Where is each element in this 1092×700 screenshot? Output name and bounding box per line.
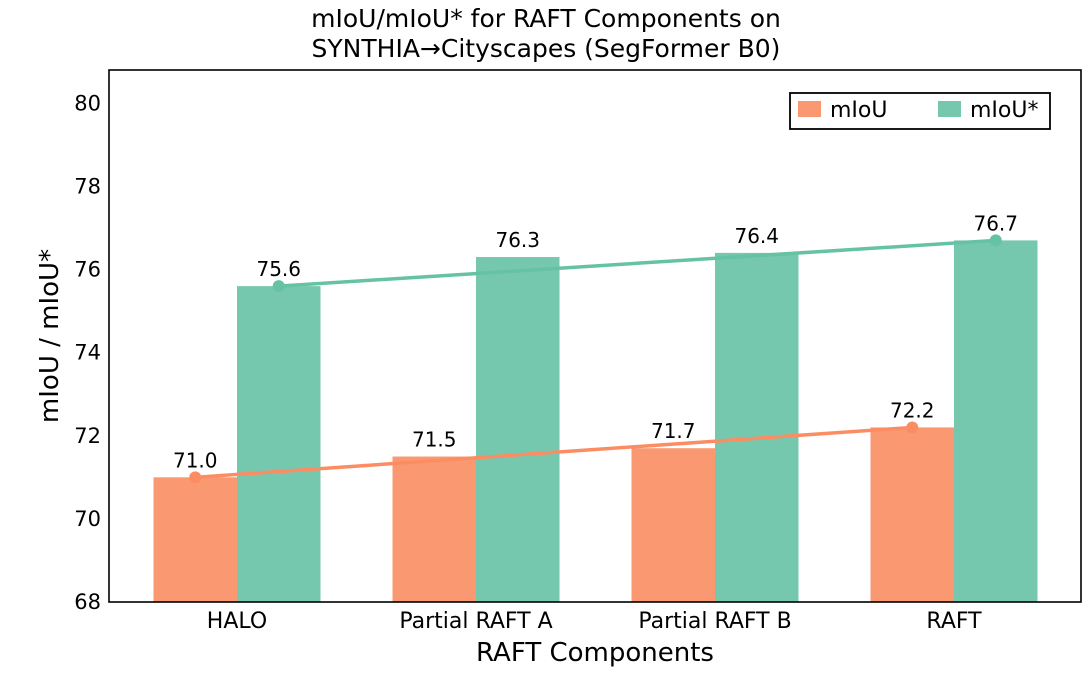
bar-miou-3	[631, 448, 715, 602]
y-axis-label: mIoU / mIoU*	[35, 249, 65, 423]
y-tick-label-80: 80	[74, 91, 101, 115]
x-tick-label-2: Partial RAFT A	[399, 609, 552, 634]
bar-miou-star-3	[715, 252, 799, 602]
point-miou-star-4	[989, 234, 1002, 247]
trend-line-miou	[193, 425, 914, 480]
legend: mIoU mIoU*	[789, 92, 1051, 130]
trend-line-miou-star	[277, 238, 998, 288]
legend-box	[789, 92, 1051, 130]
bar-miou-2	[392, 456, 476, 602]
y-tick-label-70: 70	[74, 507, 101, 531]
point-miou-1	[189, 471, 202, 484]
legend-swatch-miou-star	[938, 101, 961, 117]
data-label-miou-3: 71.7	[651, 419, 696, 443]
y-tick-label-74: 74	[74, 341, 101, 365]
x-tick-label-1: HALO	[207, 609, 267, 634]
chart-title-line-1: mIoU/mIoU* for RAFT Components on	[311, 4, 781, 33]
legend-label-miou: mIoU	[830, 98, 887, 123]
y-tick-label-68: 68	[74, 590, 101, 614]
x-tick-label-4: RAFT	[926, 609, 982, 634]
chart-title-line-2: SYNTHIA→Cityscapes (SegFormer B0)	[312, 34, 781, 63]
data-label-miou-1: 71.0	[173, 448, 218, 472]
point-miou-star-1	[272, 280, 285, 293]
point-miou-4	[906, 421, 919, 434]
y-tick-label-78: 78	[74, 174, 101, 198]
data-label-miou-4: 72.2	[890, 398, 935, 422]
plot-area: 71.0 71.5 71.7 72.2 75.6 76.3 76.4 76.7 68 70 72 74…	[74, 69, 1082, 634]
y-tick-label-72: 72	[74, 424, 101, 448]
x-tick-label-3: Partial RAFT B	[638, 609, 791, 634]
x-axis-label: RAFT Components	[476, 638, 714, 668]
data-label-miou-star-3: 76.4	[734, 224, 779, 248]
data-label-miou-star-1: 75.6	[256, 257, 301, 281]
bar-miou-star-4	[954, 240, 1038, 602]
plot-frame	[108, 69, 1082, 603]
bar-miou-star-2	[476, 257, 560, 602]
legend-swatch-miou	[798, 101, 821, 117]
data-label-miou-2: 71.5	[412, 428, 457, 452]
bar-miou-star-1	[237, 286, 321, 602]
bar-miou-4	[870, 427, 954, 602]
legend-label-miou-star: mIoU*	[970, 98, 1038, 123]
data-label-miou-star-4: 76.7	[973, 211, 1018, 235]
data-label-miou-star-2: 76.3	[495, 228, 540, 252]
y-tick-label-76: 76	[74, 258, 101, 282]
chart-title: mIoU/mIoU* for RAFT Components on SYNTHI…	[311, 4, 781, 63]
bar-miou-1	[153, 477, 237, 602]
